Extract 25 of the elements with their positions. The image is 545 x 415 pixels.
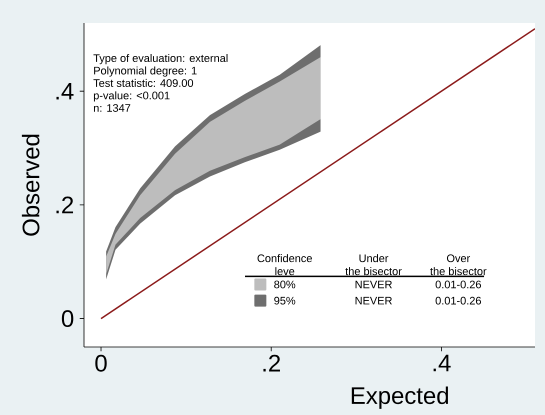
annotation: Confidence — [258, 254, 312, 262]
annotation: the bisector — [345, 267, 402, 276]
annotation: n: 1347 — [94, 104, 130, 112]
annotation: the bisector — [430, 267, 486, 276]
x-axis-title: Expected — [352, 386, 448, 409]
annotation: leve — [275, 267, 294, 276]
x-tick-label: .2 — [263, 354, 280, 372]
y-tick-label: .4 — [56, 82, 74, 100]
annotation: Type of evaluation: external — [93, 54, 228, 64]
y-tick-label: 0 — [62, 310, 74, 328]
annotation: p-value: <0.001 — [94, 91, 170, 102]
annotation: Test statistic: 409.00 — [93, 78, 194, 87]
x-tick-label: .4 — [434, 354, 451, 372]
annotation: Over — [446, 254, 470, 262]
annotation: Polynomial degree: 1 — [94, 66, 197, 77]
y-tick-label: .2 — [56, 196, 74, 214]
annotation: Under — [359, 254, 388, 262]
annotation: 0.01-0.26 — [436, 296, 481, 305]
y-axis-title: Observed — [22, 134, 40, 236]
annotation: NEVER — [356, 280, 392, 288]
x-tick-label: 0 — [95, 354, 107, 372]
annotation: 0.01-0.26 — [436, 280, 481, 288]
legend-label: 80% — [274, 280, 296, 288]
annotation: NEVER — [356, 296, 392, 304]
legend-label: 95% — [274, 296, 296, 305]
